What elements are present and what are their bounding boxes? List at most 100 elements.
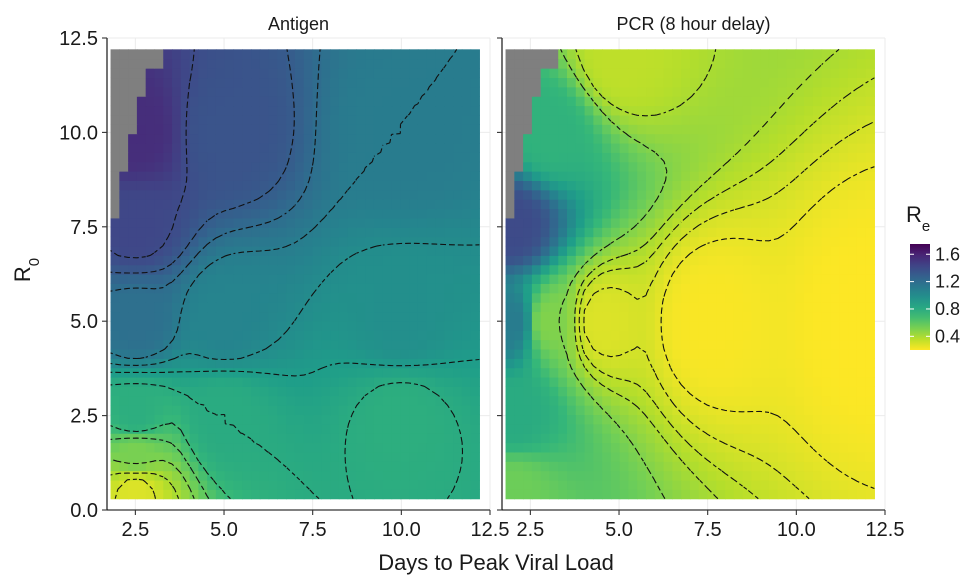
heatmap-cell [751, 348, 761, 359]
heatmap-cell [119, 255, 129, 266]
heatmap-cell [215, 470, 226, 481]
heatmap-cell [400, 423, 410, 434]
heatmap-cell [830, 489, 840, 500]
heatmap-cell [294, 227, 305, 238]
heatmap-cell [286, 199, 296, 210]
heatmap-cell [531, 423, 542, 434]
heatmap-cell [523, 386, 533, 397]
heatmap-cell [610, 330, 621, 341]
heatmap-cell [795, 264, 805, 275]
heatmap-cell [470, 199, 480, 210]
heatmap-cell [672, 133, 682, 144]
heatmap-cell [575, 227, 586, 238]
heatmap-cell [136, 114, 147, 125]
heatmap-cell [224, 105, 235, 116]
heatmap-cell [426, 433, 437, 444]
heatmap-cell [128, 236, 138, 247]
heatmap-cell [839, 395, 849, 406]
heatmap-cell [839, 386, 849, 397]
heatmap-cell [461, 330, 472, 341]
y-tick-label: 5.0 [70, 311, 98, 333]
heatmap-cell [558, 311, 568, 322]
heatmap-cell [180, 152, 191, 163]
heatmap-cell [136, 405, 147, 416]
heatmap-cell [321, 330, 331, 341]
heatmap-cell [804, 105, 814, 116]
heatmap-cell [856, 68, 867, 79]
heatmap-cell [716, 274, 726, 284]
heatmap-cell [839, 152, 849, 163]
heatmap-cell [251, 479, 261, 490]
heatmap-cell [145, 105, 156, 116]
heatmap-cell [242, 86, 252, 97]
heatmap-cell [584, 292, 594, 303]
heatmap-cell [786, 133, 796, 144]
heatmap-cell [251, 311, 261, 322]
heatmap-cell [119, 189, 129, 200]
heatmap-cell [207, 442, 217, 453]
heatmap-cell [584, 302, 594, 313]
panel-antigen: Antigen 2.5 5.0 7.5 10.0 12.5 [102, 14, 509, 541]
heatmap-cell [136, 470, 147, 481]
heatmap-cell [812, 339, 823, 350]
heatmap-cell [777, 405, 788, 416]
heatmap-cell [312, 245, 322, 256]
heatmap-cell [786, 348, 796, 359]
heatmap-cell [347, 442, 358, 453]
heatmap-cell [681, 58, 691, 69]
heatmap-cell [584, 358, 594, 369]
heatmap-cell [453, 423, 463, 434]
heatmap-cell [242, 320, 252, 331]
heatmap-cell [330, 208, 340, 219]
heatmap-cell [689, 348, 700, 359]
heatmap-cell [321, 320, 331, 331]
heatmap-cell [207, 358, 217, 369]
heatmap-cell [628, 320, 638, 331]
heatmap-cell [584, 414, 594, 425]
heatmap-cell [136, 124, 147, 135]
heatmap-cell [330, 367, 340, 378]
x-tick-label: 2.5 [516, 519, 544, 541]
heatmap-cell [531, 105, 542, 116]
heatmap-cell [417, 311, 428, 322]
heatmap-cell [777, 292, 788, 303]
heatmap-cell [189, 189, 199, 200]
heatmap-cell [356, 358, 366, 369]
heatmap-cell [391, 58, 401, 69]
heatmap-cell [523, 358, 533, 369]
heatmap-cell [619, 358, 630, 369]
heatmap-cell [804, 330, 814, 341]
heatmap-cell [751, 199, 761, 210]
heatmap-cell [154, 49, 164, 60]
heatmap-cell [768, 423, 779, 434]
heatmap-cell [303, 302, 314, 313]
heatmap-cell [268, 171, 278, 181]
heatmap-cell [637, 208, 647, 219]
heatmap-cell [812, 49, 823, 60]
heatmap-cell [330, 395, 340, 406]
heatmap-cell [189, 236, 199, 247]
heatmap-cell [856, 367, 867, 378]
heatmap-cell [259, 433, 270, 444]
heatmap-cell [470, 86, 480, 97]
heatmap-cell [505, 264, 515, 275]
heatmap-cell [830, 292, 840, 303]
heatmap-cell [865, 77, 875, 88]
heatmap-cell [277, 461, 287, 472]
heatmap-cell [286, 96, 296, 107]
heatmap-cell [768, 348, 779, 359]
heatmap-cell [400, 96, 410, 107]
heatmap-cell [303, 86, 314, 97]
heatmap-cell [689, 433, 700, 444]
heatmap-cell [251, 124, 261, 135]
heatmap-cell [251, 470, 261, 481]
heatmap-cell [672, 180, 682, 191]
heatmap-cell [558, 96, 568, 107]
heatmap-cell [707, 302, 717, 313]
heatmap-cell [207, 264, 217, 275]
heatmap-cell [549, 133, 559, 144]
heatmap-cell [567, 217, 577, 228]
heatmap-cell [795, 208, 805, 219]
heatmap-cell [593, 358, 603, 369]
heatmap-cell [681, 152, 691, 163]
